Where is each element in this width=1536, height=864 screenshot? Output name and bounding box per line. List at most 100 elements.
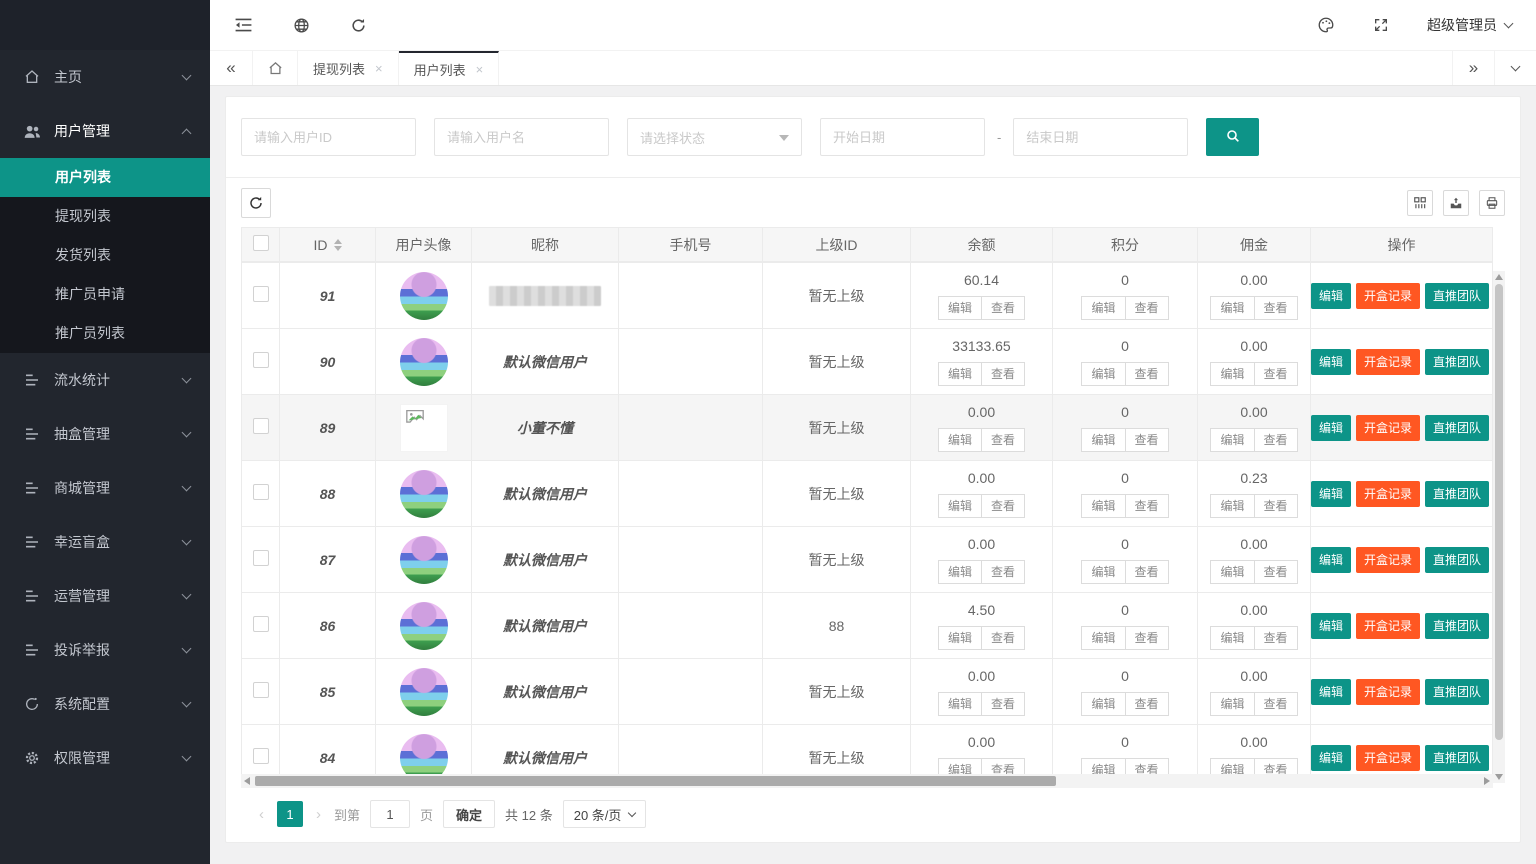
close-icon[interactable]: × [375,60,383,76]
open-box-log-button[interactable]: 开盒记录 [1356,414,1421,441]
start-date-input[interactable] [820,118,985,156]
sidebar-subitem-user-list[interactable]: 用户列表 [0,158,210,197]
select-all-checkbox[interactable] [252,235,269,251]
row-checkbox[interactable] [252,484,269,500]
commission-edit-button[interactable]: 编辑 [1210,559,1255,584]
edit-user-button[interactable]: 编辑 [1311,414,1352,441]
end-date-input[interactable] [1013,118,1189,156]
balance-edit-button[interactable]: 编辑 [937,625,982,650]
points-edit-button[interactable]: 编辑 [1081,757,1126,774]
user-menu[interactable]: 超级管理员 [1427,15,1514,35]
table-refresh-button[interactable] [241,188,271,218]
balance-view-button[interactable]: 查看 [981,625,1026,650]
open-box-log-button[interactable]: 开盒记录 [1356,678,1421,705]
sidebar-item-flow-stats[interactable]: 流水统计 [0,353,210,407]
points-view-button[interactable]: 查看 [1124,361,1169,386]
scroll-up-icon[interactable] [1495,274,1503,280]
points-edit-button[interactable]: 编辑 [1081,361,1126,386]
balance-view-button[interactable]: 查看 [981,361,1026,386]
scroll-left-icon[interactable] [244,777,250,785]
balance-view-button[interactable]: 查看 [981,295,1026,320]
commission-edit-button[interactable]: 编辑 [1210,295,1255,320]
points-edit-button[interactable]: 编辑 [1081,625,1126,650]
search-button[interactable] [1206,118,1260,156]
current-page-button[interactable]: 1 [277,801,303,827]
tab-home-icon[interactable] [252,51,298,85]
open-box-log-button[interactable]: 开盒记录 [1356,612,1421,639]
open-box-log-button[interactable]: 开盒记录 [1356,348,1421,375]
points-edit-button[interactable]: 编辑 [1081,493,1126,518]
scroll-right-icon[interactable] [1484,777,1490,785]
sidebar-subitem-promoter-list[interactable]: 推广员列表 [55,325,125,341]
points-view-button[interactable]: 查看 [1124,625,1169,650]
open-box-log-button[interactable]: 开盒记录 [1356,744,1421,771]
points-edit-button[interactable]: 编辑 [1081,691,1126,716]
prev-page-icon[interactable]: ‹ [259,805,264,823]
commission-edit-button[interactable]: 编辑 [1210,493,1255,518]
horizontal-scrollbar[interactable] [241,774,1493,788]
collapse-sidebar-icon[interactable] [234,17,253,33]
commission-edit-button[interactable]: 编辑 [1210,757,1255,774]
vertical-scroll-thumb[interactable] [1495,284,1503,740]
points-view-button[interactable]: 查看 [1124,427,1169,452]
refresh-icon[interactable] [350,17,367,34]
filter-columns-icon[interactable] [1407,190,1433,216]
direct-team-button[interactable]: 直推团队 [1425,414,1490,441]
sort-icon[interactable] [333,238,342,251]
balance-view-button[interactable]: 查看 [981,559,1026,584]
edit-user-button[interactable]: 编辑 [1311,678,1352,705]
commission-view-button[interactable]: 查看 [1253,691,1298,716]
balance-edit-button[interactable]: 编辑 [937,361,982,386]
sidebar-item-operation-management[interactable]: 运营管理 [0,569,210,623]
edit-user-button[interactable]: 编辑 [1311,744,1352,771]
row-checkbox[interactable] [252,682,269,698]
balance-view-button[interactable]: 查看 [981,427,1026,452]
sidebar-subitem-promoter-apply[interactable]: 推广员申请 [55,286,125,302]
balance-view-button[interactable]: 查看 [981,757,1026,774]
commission-view-button[interactable]: 查看 [1253,295,1298,320]
tabs-scroll-left-icon[interactable]: « [226,58,236,77]
open-box-log-button[interactable]: 开盒记录 [1356,282,1421,309]
direct-team-button[interactable]: 直推团队 [1425,744,1490,771]
row-checkbox[interactable] [252,352,269,368]
goto-page-input[interactable] [370,800,411,828]
sidebar-subitem-shipping-list[interactable]: 发货列表 [55,247,111,263]
balance-edit-button[interactable]: 编辑 [937,757,982,774]
sidebar-item-mall-management[interactable]: 商城管理 [0,461,210,515]
print-icon[interactable] [1479,190,1505,216]
commission-edit-button[interactable]: 编辑 [1210,361,1255,386]
edit-user-button[interactable]: 编辑 [1311,348,1352,375]
commission-view-button[interactable]: 查看 [1253,361,1298,386]
export-icon[interactable] [1443,190,1469,216]
row-checkbox[interactable] [252,616,269,632]
row-checkbox[interactable] [252,286,269,302]
username-input[interactable] [434,118,609,156]
commission-view-button[interactable]: 查看 [1253,757,1298,774]
sidebar-item-permission-management[interactable]: 权限管理 [0,731,210,785]
tabs-menu-icon[interactable] [1494,51,1536,85]
balance-view-button[interactable]: 查看 [981,493,1026,518]
tab-user-list[interactable]: 用户列表 × [398,51,500,85]
vertical-scrollbar[interactable] [1493,271,1505,783]
points-edit-button[interactable]: 编辑 [1081,427,1126,452]
commission-view-button[interactable]: 查看 [1253,427,1298,452]
points-view-button[interactable]: 查看 [1124,295,1169,320]
points-view-button[interactable]: 查看 [1124,757,1169,774]
close-icon[interactable]: × [475,61,484,77]
commission-edit-button[interactable]: 编辑 [1210,427,1255,452]
tab-withdraw-list[interactable]: 提现列表 × [298,51,399,85]
edit-user-button[interactable]: 编辑 [1311,480,1352,507]
sidebar-subitem-withdraw-list[interactable]: 提现列表 [55,208,111,224]
balance-edit-button[interactable]: 编辑 [937,691,982,716]
points-view-button[interactable]: 查看 [1124,493,1169,518]
status-select[interactable]: 请选择状态 [627,118,802,156]
sidebar-item-system-config[interactable]: 系统配置 [0,677,210,731]
scroll-down-icon[interactable] [1495,774,1503,780]
edit-user-button[interactable]: 编辑 [1311,546,1352,573]
next-page-icon[interactable]: › [316,805,321,823]
open-box-log-button[interactable]: 开盒记录 [1356,480,1421,507]
direct-team-button[interactable]: 直推团队 [1425,678,1490,705]
sidebar-item-lucky-box[interactable]: 幸运盲盒 [0,515,210,569]
points-view-button[interactable]: 查看 [1124,691,1169,716]
balance-edit-button[interactable]: 编辑 [937,295,982,320]
